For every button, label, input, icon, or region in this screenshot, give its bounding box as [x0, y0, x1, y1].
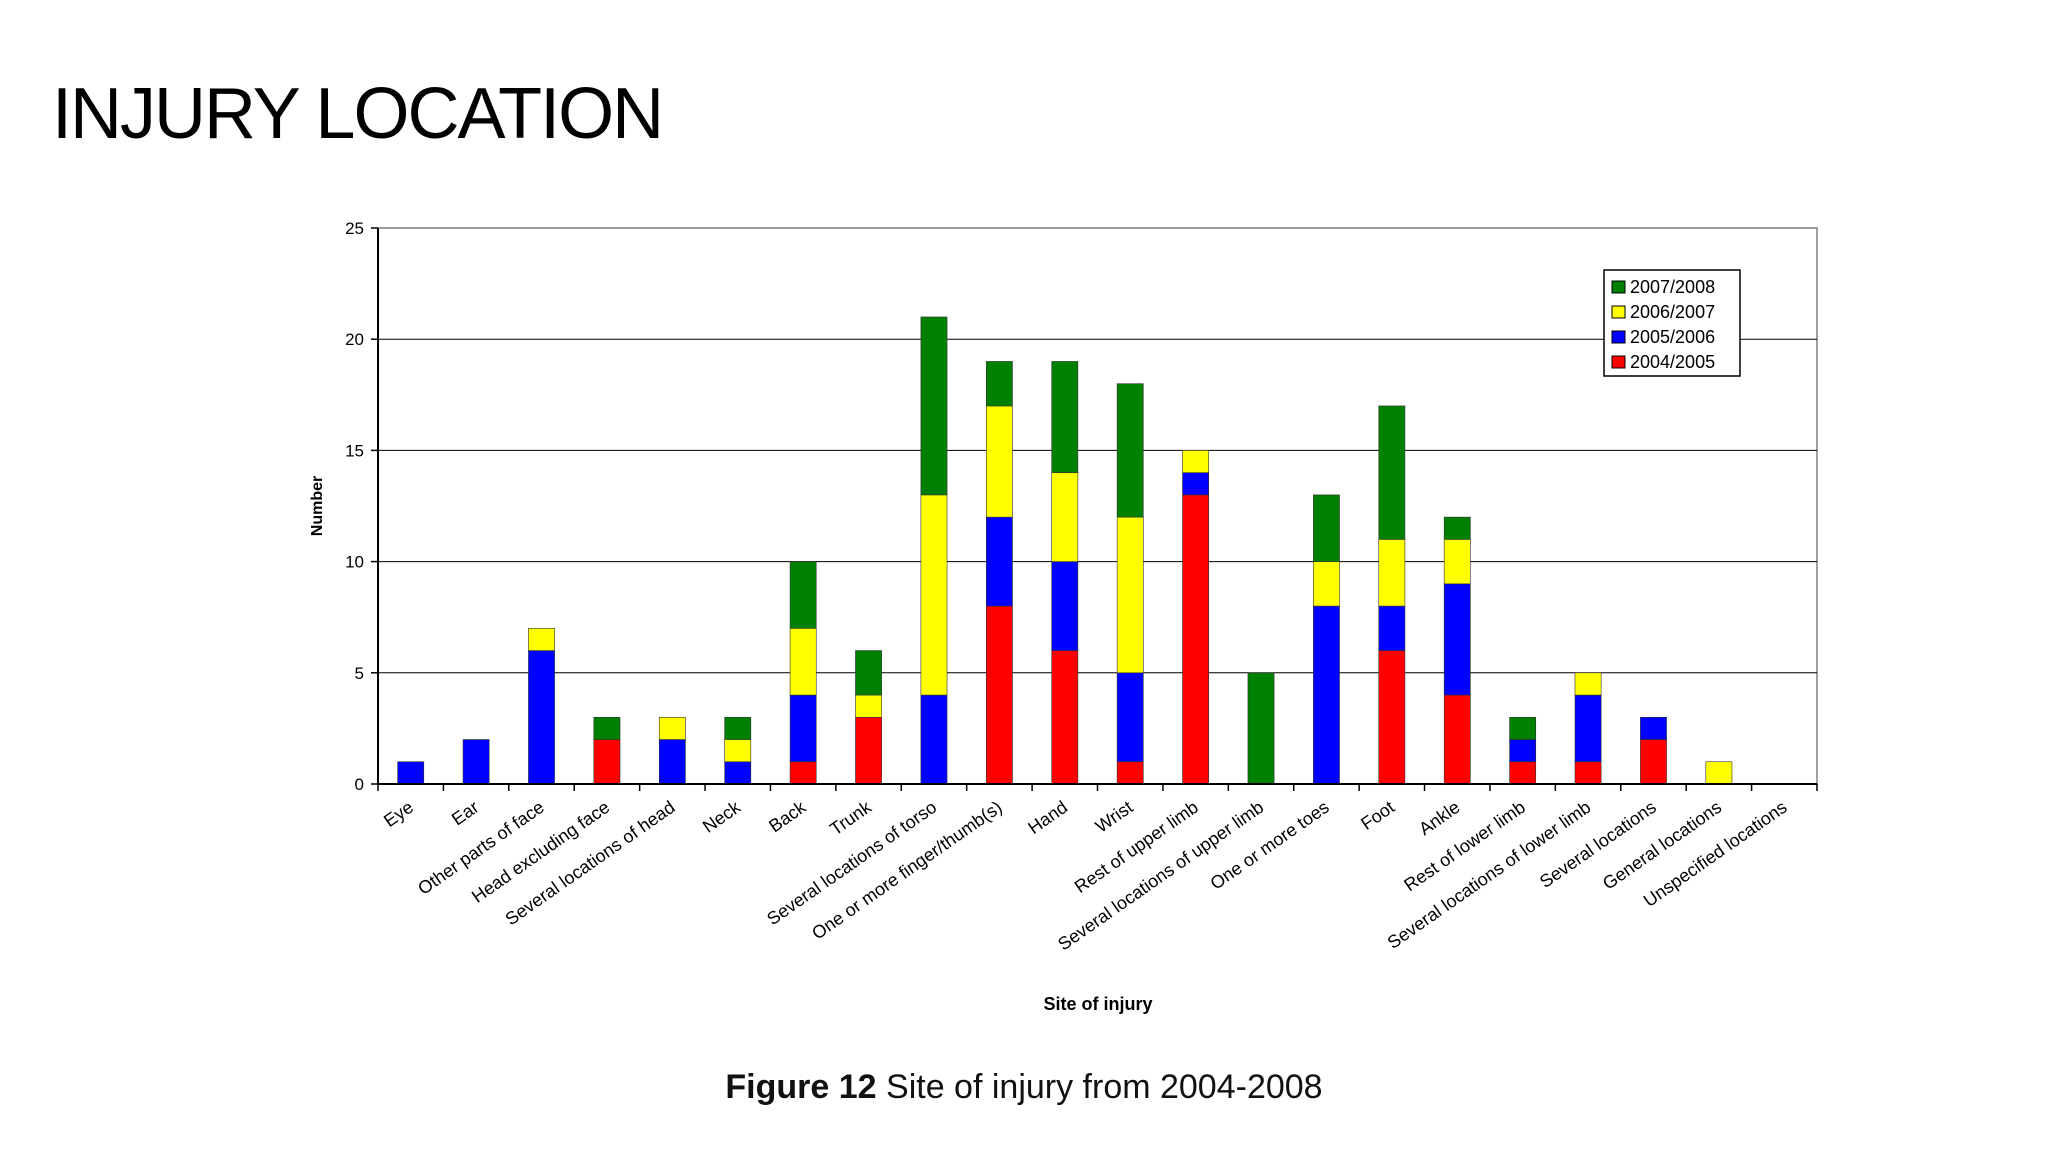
- y-tick-label: 25: [345, 219, 364, 238]
- bar-segment: [1116, 672, 1144, 763]
- legend-label: 2004/2005: [1630, 352, 1715, 372]
- bar-segment: [986, 605, 1013, 785]
- bar-segment: [1378, 605, 1406, 651]
- bar-segment: [920, 316, 948, 496]
- x-tick-label: Back: [765, 796, 810, 836]
- x-tick-label: Hand: [1024, 797, 1071, 838]
- legend-label: 2007/2008: [1630, 277, 1715, 297]
- legend-swatch: [1611, 280, 1626, 294]
- figure-caption-text: Site of injury from 2004-2008: [886, 1068, 1323, 1106]
- bar-segment: [855, 650, 882, 696]
- x-axis-label: Site of injury: [1043, 994, 1152, 1014]
- bar-segment: [1509, 716, 1537, 740]
- x-tick-label: Trunk: [826, 796, 875, 839]
- bar-segment: [1247, 672, 1275, 785]
- bar-segment: [1378, 650, 1406, 785]
- bar-segment: [1182, 494, 1209, 785]
- x-tick-label: Wrist: [1092, 797, 1137, 837]
- bar-segment: [1574, 672, 1602, 696]
- bar-segment: [1509, 739, 1537, 763]
- legend: 2007/2008 2006/2007 2005/2006 2004/2005: [1603, 269, 1741, 377]
- bar-segment: [1443, 583, 1471, 696]
- bar-segment: [724, 761, 752, 785]
- y-tick-label: 10: [345, 553, 364, 572]
- bar-segment: [789, 761, 817, 785]
- bar-segment: [397, 761, 425, 785]
- x-tick-label: Foot: [1357, 797, 1398, 834]
- bar-segment: [789, 628, 817, 696]
- bar-segment: [1574, 694, 1602, 763]
- bar-segment: [1443, 694, 1471, 785]
- bar-segment: [855, 716, 882, 785]
- axes: [371, 227, 1818, 791]
- bar-segment: [986, 361, 1013, 407]
- bar-segment: [1051, 561, 1079, 651]
- bar-segment: [528, 650, 555, 785]
- bar-segment: [986, 405, 1013, 518]
- bar-segment: [658, 716, 686, 740]
- legend-swatch: [1611, 330, 1626, 344]
- bar-segment: [1116, 516, 1144, 674]
- bar-segment: [1051, 361, 1079, 473]
- x-tick-label: One or more toes: [1207, 797, 1333, 894]
- x-tick-label: Ear: [448, 797, 482, 829]
- slide-title: INJURY LOCATION: [52, 74, 664, 154]
- bar-segment: [724, 739, 752, 763]
- bar-segment: [1640, 716, 1667, 740]
- bar-segment: [1378, 405, 1406, 540]
- legend-box: [1603, 269, 1741, 377]
- bar-segment: [1116, 383, 1144, 518]
- y-tick-label: 20: [345, 330, 364, 349]
- figure-caption: Figure 12 Site of injury from 2004-2008: [0, 1068, 2048, 1107]
- bar-segment: [1313, 605, 1340, 785]
- bar-segment: [1574, 761, 1602, 785]
- bar-segment: [528, 628, 555, 651]
- x-tick-label: Neck: [699, 796, 745, 836]
- bar-segment: [1182, 472, 1209, 496]
- bar-segment: [1443, 516, 1471, 540]
- legend-swatch: [1611, 355, 1626, 369]
- bar-segment: [462, 739, 490, 785]
- bar-segment: [1443, 539, 1471, 585]
- bar-segment: [1051, 472, 1079, 562]
- bar-segment: [920, 694, 948, 785]
- y-tick-label: 15: [345, 441, 364, 460]
- bar-segment: [855, 694, 882, 718]
- bar-segment: [724, 716, 752, 740]
- y-axis-label: Number: [309, 476, 326, 536]
- legend-label: 2005/2006: [1630, 327, 1715, 347]
- bar-segment: [789, 694, 817, 763]
- figure-caption-label: Figure 12: [725, 1068, 877, 1106]
- bar-segment: [1051, 650, 1079, 785]
- bar-segment: [1640, 739, 1667, 785]
- bar-segment: [986, 516, 1013, 607]
- bar-segment: [1116, 761, 1144, 785]
- y-tick-labels: 0 5 10 15 20 25: [345, 219, 364, 794]
- x-tick-label: Several locations: [1536, 797, 1660, 892]
- legend-label: 2006/2007: [1630, 302, 1715, 322]
- y-tick-label: 5: [355, 664, 364, 683]
- bar-segment: [1182, 450, 1209, 473]
- bar-segment: [593, 739, 621, 785]
- y-tick-label: 0: [355, 775, 364, 794]
- x-tick-label: Eye: [380, 797, 417, 831]
- bar-segment: [658, 739, 686, 785]
- legend-swatch: [1611, 305, 1626, 319]
- bar-segment: [789, 561, 817, 629]
- bar-segment: [1313, 561, 1340, 607]
- bar-segment: [1705, 761, 1733, 785]
- bar-segment: [593, 716, 621, 740]
- bar-segment: [1509, 761, 1537, 785]
- bar-segment: [1313, 494, 1340, 562]
- bar-segment: [1378, 539, 1406, 607]
- x-tick-label: Ankle: [1415, 797, 1463, 839]
- bar-segment: [920, 494, 948, 696]
- bars: [397, 316, 1733, 785]
